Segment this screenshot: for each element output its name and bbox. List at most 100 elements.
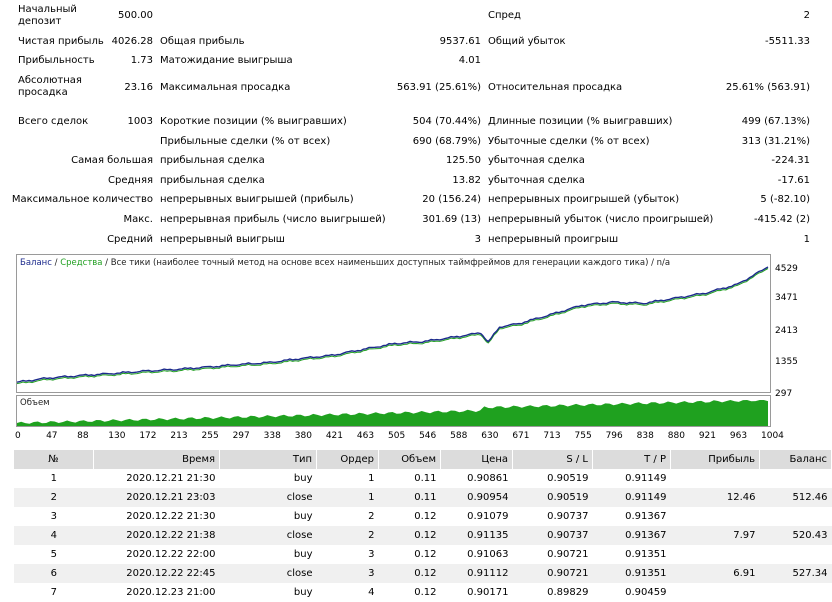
order-price: 0.91079 [440, 507, 513, 526]
x-tick-label: 505 [388, 431, 406, 441]
order-price: 0.91135 [440, 526, 513, 545]
table-row[interactable]: 2 2020.12.21 23:03 close 1 0.11 0.90954 0.9051… [14, 488, 832, 507]
order-type: close [219, 526, 317, 545]
max-cons-loss-label: непрерывный убыток (число проигрышей) [488, 214, 714, 225]
order-balance [759, 469, 832, 488]
order-type: buy [219, 583, 317, 602]
col-header-type[interactable]: Тип [219, 450, 317, 469]
col-header-sl[interactable]: S / L [512, 450, 593, 469]
x-tick-label: 130 [108, 431, 126, 441]
expected-payoff-value: 4.01 [458, 55, 481, 66]
order-tp: 0.91149 [592, 488, 671, 507]
order-volume: 0.12 [378, 583, 441, 602]
order-tp: 0.91351 [592, 545, 671, 564]
gross-profit-value: 9537.61 [439, 36, 481, 47]
col-header-tp[interactable]: T / P [592, 450, 671, 469]
avg-label: Средний [107, 234, 153, 245]
net-profit-value: 4026.28 [111, 36, 153, 47]
x-tick-label: 1004 [761, 431, 784, 441]
order-profit: 7.97 [670, 526, 760, 545]
table-row[interactable]: 5 2020.12.22 22:00 buy 3 0.12 0.91063 0.90721 0… [14, 545, 832, 564]
max-drawdown-label: Максимальная просадка [160, 82, 291, 93]
order-price: 0.91112 [440, 564, 513, 583]
table-row[interactable]: 3 2020.12.22 21:30 buy 2 0.12 0.91079 0.90737 0… [14, 507, 832, 526]
order-volume: 0.12 [378, 564, 441, 583]
order-time: 2020.12.21 21:30 [93, 469, 220, 488]
x-tick-label: 921 [698, 431, 717, 441]
order-volume: 0.11 [378, 469, 441, 488]
max-cons-losses-label: непрерывных проигрышей (убыток) [488, 194, 680, 205]
equity-line [17, 268, 769, 385]
order-type: close [219, 488, 317, 507]
x-tick-label: 380 [294, 431, 312, 441]
max-cons-wins-value: 20 (156.24) [422, 194, 481, 205]
order-balance: 520.43 [759, 526, 832, 545]
spread-label: Спред [488, 10, 521, 21]
order-id: 1 [316, 488, 379, 507]
x-tick-label: 796 [605, 431, 623, 441]
order-id: 2 [316, 507, 379, 526]
max-count-label: Максимальное количество [11, 194, 153, 205]
col-header-balance[interactable]: Баланс [759, 450, 832, 469]
average-profit-value: 13.82 [452, 175, 481, 186]
order-price: 0.90171 [440, 583, 513, 602]
y-tick-label: 1355 [775, 357, 798, 367]
average-loss-value: -17.61 [777, 175, 810, 186]
table-row[interactable]: 7 2020.12.23 21:00 buy 4 0.12 0.90171 0.89829 0… [14, 583, 832, 602]
order-sl: 0.90519 [512, 488, 593, 507]
legend-separator: / [51, 258, 61, 268]
table-row[interactable]: 4 2020.12.22 21:38 close 2 0.12 0.91135 0.9073… [14, 526, 832, 545]
col-header-volume[interactable]: Объем [378, 450, 441, 469]
order-tp: 0.91367 [592, 526, 671, 545]
x-tick-label: 755 [574, 431, 592, 441]
largest-loss-value: -224.31 [771, 155, 810, 166]
order-profit [670, 583, 760, 602]
order-number: 2 [14, 488, 94, 507]
order-time: 2020.12.22 22:00 [93, 545, 220, 564]
order-balance [759, 545, 832, 564]
balance-chart-svg [17, 266, 769, 385]
col-header-order[interactable]: Ордер [316, 450, 379, 469]
avg-cons-wins-value: 3 [474, 234, 481, 245]
col-header-profit[interactable]: Прибыль [670, 450, 760, 469]
order-id: 3 [316, 545, 379, 564]
order-time: 2020.12.22 22:45 [93, 564, 220, 583]
x-tick-label: 213 [170, 431, 188, 441]
orders-body: 1 2020.12.21 21:30 buy 1 0.11 0.90861 0.90519 0… [14, 469, 832, 602]
rel-drawdown-value: 25.61% (563.91) [725, 82, 810, 93]
col-header-number[interactable]: № [14, 450, 94, 469]
order-type: buy [219, 507, 317, 526]
col-header-price[interactable]: Цена [440, 450, 513, 469]
order-price: 0.90861 [440, 469, 513, 488]
x-tick-label: 963 [729, 431, 748, 441]
order-sl: 0.89829 [512, 583, 593, 602]
col-header-time[interactable]: Время [93, 450, 220, 469]
largest-profit-value: 125.50 [446, 155, 481, 166]
gross-loss-value: -5511.33 [765, 36, 810, 47]
table-row[interactable]: 6 2020.12.22 22:45 close 3 0.12 0.91112 0.9072… [14, 564, 832, 583]
order-time: 2020.12.22 21:30 [93, 507, 220, 526]
order-profit [670, 507, 760, 526]
volume-label: Объем [20, 398, 50, 408]
max-drawdown-value: 563.91 (25.61%) [396, 82, 481, 93]
profit-factor-label: Прибыльность [18, 55, 95, 66]
average-loss-label: убыточная сделка [488, 175, 585, 186]
order-volume: 0.12 [378, 507, 441, 526]
order-tp: 0.91367 [592, 507, 671, 526]
y-tick-label: 3471 [775, 293, 798, 303]
initial-deposit-value: 500.00 [118, 10, 153, 21]
order-time: 2020.12.23 21:00 [93, 583, 220, 602]
order-price: 0.90954 [440, 488, 513, 507]
order-number: 4 [14, 526, 94, 545]
profit-factor-value: 1.73 [130, 55, 153, 66]
order-profit: 12.46 [670, 488, 760, 507]
order-balance: 512.46 [759, 488, 832, 507]
x-tick-label: 88 [77, 431, 89, 441]
table-row[interactable]: 1 2020.12.21 21:30 buy 1 0.11 0.90861 0.90519 0… [14, 469, 832, 488]
total-trades-value: 1003 [127, 116, 153, 127]
order-profit [670, 469, 760, 488]
order-id: 1 [316, 469, 379, 488]
volume-area [17, 400, 768, 426]
x-tick-label: 838 [636, 431, 654, 441]
order-volume: 0.12 [378, 526, 441, 545]
